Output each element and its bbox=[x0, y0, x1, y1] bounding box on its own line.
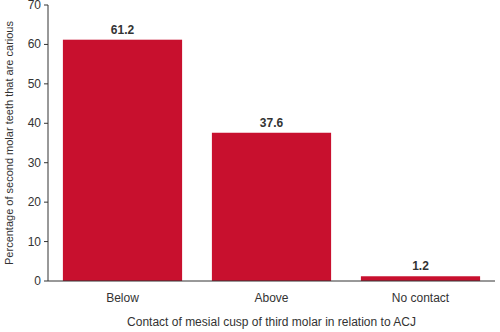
y-tick-label: 30 bbox=[28, 156, 42, 170]
chart-svg: 0 10 20 30 40 50 60 70 61.2 37.6 1.2 Below Above No c… bbox=[0, 0, 500, 332]
chart-container: 0 10 20 30 40 50 60 70 61.2 37.6 1.2 Below Above No c… bbox=[0, 0, 500, 332]
y-tick bbox=[44, 202, 48, 203]
y-tick bbox=[44, 162, 48, 163]
bar bbox=[361, 276, 480, 281]
y-tick-label: 50 bbox=[28, 77, 42, 91]
y-tick bbox=[44, 83, 48, 84]
y-tick-label: 10 bbox=[28, 235, 42, 249]
data-label: 1.2 bbox=[412, 259, 429, 273]
y-tick-label: 20 bbox=[28, 195, 42, 209]
y-tick-label: 0 bbox=[34, 274, 41, 288]
x-axis-line bbox=[48, 281, 495, 282]
x-tick-label: No contact bbox=[392, 291, 450, 305]
y-axis-title: Percentage of second molar teeth that ar… bbox=[3, 21, 15, 265]
y-tick-label: 70 bbox=[28, 0, 42, 12]
y-tick bbox=[44, 5, 48, 6]
data-label: 37.6 bbox=[260, 116, 284, 130]
data-label: 61.2 bbox=[111, 23, 135, 37]
x-tick-label: Above bbox=[254, 291, 288, 305]
y-tick bbox=[44, 241, 48, 242]
x-tick-label: Below bbox=[106, 291, 139, 305]
y-tick bbox=[44, 123, 48, 124]
y-tick bbox=[44, 281, 48, 282]
y-axis-line bbox=[48, 5, 49, 281]
x-axis-title: Contact of mesial cusp of third molar in… bbox=[127, 315, 416, 329]
y-tick bbox=[44, 44, 48, 45]
bar bbox=[63, 40, 182, 281]
y-tick-label: 40 bbox=[28, 116, 42, 130]
bars bbox=[63, 40, 480, 281]
y-tick-label: 60 bbox=[28, 37, 42, 51]
bar bbox=[212, 133, 331, 281]
